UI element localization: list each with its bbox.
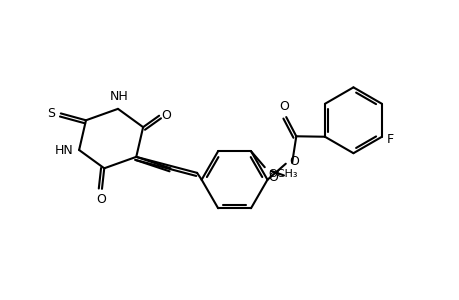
- Text: F: F: [386, 133, 393, 146]
- Text: S: S: [47, 107, 55, 120]
- Text: O: O: [279, 100, 288, 112]
- Text: HN: HN: [55, 143, 73, 157]
- Text: O: O: [96, 194, 106, 206]
- Text: OCH₃: OCH₃: [268, 169, 297, 179]
- Text: O: O: [268, 171, 278, 184]
- Text: O: O: [161, 109, 171, 122]
- Text: O: O: [289, 155, 299, 168]
- Text: NH: NH: [109, 90, 128, 104]
